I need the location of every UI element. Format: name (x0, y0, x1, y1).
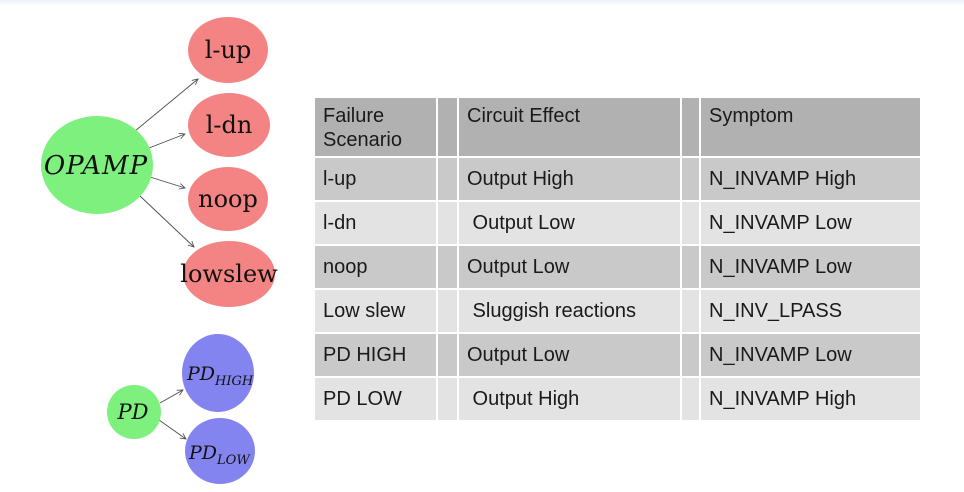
pd-node-label: PD (117, 400, 149, 424)
arrow-pd-to-pd-high (159, 389, 184, 404)
tree-node-opamp: OPAMP (41, 116, 153, 214)
failure-table: Failure Scenario Circuit Effect Symptom … (313, 96, 922, 422)
table-header-row: Failure Scenario Circuit Effect Symptom (315, 98, 920, 156)
tree-node-l-up: l-up (188, 17, 268, 83)
l-dn-node-label: l-dn (206, 111, 253, 139)
cell-scenario: PD LOW (315, 378, 436, 420)
noop-node-label: noop (198, 185, 258, 213)
top-gradient-strip (0, 0, 964, 6)
pd-high-node-ellipse (182, 334, 254, 412)
pd-high-node-label: PDHIGH (186, 363, 254, 389)
cell-symptom: N_INVAMP Low (701, 246, 920, 288)
table-row: Low slew Sluggish reactions N_INV_LPASS (315, 290, 920, 332)
cell-symptom: N_INVAMP High (701, 158, 920, 200)
arrow-pd-to-pd-low (158, 419, 187, 440)
table-row: PD LOW Output High N_INVAMP High (315, 378, 920, 420)
l-dn-node-ellipse (188, 93, 270, 157)
spacer-cell (438, 202, 457, 244)
lowslew-node-ellipse (183, 241, 275, 307)
cell-symptom: N_INVAMP High (701, 378, 920, 420)
tree-node-noop: noop (188, 167, 268, 231)
pd-low-label-base: PD (188, 442, 217, 464)
tree-node-pd-low: PDLOW (185, 418, 255, 484)
cell-scenario: Low slew (315, 290, 436, 332)
fault-tree-diagram: OPAMP l-up l-dn noop lowslew (41, 17, 278, 484)
cell-effect: Sluggish reactions (459, 290, 680, 332)
spacer-cell (682, 334, 699, 376)
pd-high-label-subscript: HIGH (214, 374, 254, 389)
cell-symptom: N_INV_LPASS (701, 290, 920, 332)
spacer-cell (682, 98, 699, 156)
header-circuit-effect: Circuit Effect (459, 98, 680, 156)
header-symptom: Symptom (701, 98, 920, 156)
l-up-node-ellipse (188, 17, 268, 83)
cell-effect: Output High (459, 378, 680, 420)
arrow-opamp-to-noop (149, 176, 186, 190)
spacer-cell (682, 290, 699, 332)
tree-node-pd: PD (107, 385, 161, 439)
table-row: l-up Output High N_INVAMP High (315, 158, 920, 200)
spacer-cell (438, 378, 457, 420)
opamp-node-ellipse (41, 116, 153, 214)
cell-effect: Output Low (459, 246, 680, 288)
spacer-cell (438, 246, 457, 288)
tree-node-l-dn: l-dn (188, 93, 270, 157)
spacer-cell (438, 98, 457, 156)
noop-node-ellipse (188, 167, 268, 231)
l-up-node-label: l-up (205, 36, 252, 64)
cell-symptom: N_INVAMP Low (701, 334, 920, 376)
arrow-opamp-to-l-up (134, 78, 199, 132)
tree-node-pd-high: PDHIGH (182, 334, 254, 412)
lowslew-node-label: lowslew (180, 260, 278, 288)
cell-effect: Output Low (459, 202, 680, 244)
spacer-cell (682, 378, 699, 420)
header-failure-scenario: Failure Scenario (315, 98, 436, 156)
spacer-cell (438, 334, 457, 376)
pd-tree: PD PDHIGH PDLOW (107, 334, 255, 484)
pd-low-node-label: PDLOW (188, 442, 251, 468)
table-row: l-dn Output Low N_INVAMP Low (315, 202, 920, 244)
opamp-node-label: OPAMP (44, 151, 148, 181)
pd-node-circle (107, 385, 161, 439)
table-row: noop Output Low N_INVAMP Low (315, 246, 920, 288)
pd-high-label-base: PD (186, 363, 215, 385)
pd-low-label-subscript: LOW (216, 453, 251, 468)
arrow-opamp-to-lowslew (139, 195, 195, 248)
cell-scenario: l-dn (315, 202, 436, 244)
spacer-cell (682, 202, 699, 244)
arrow-opamp-to-l-dn (148, 133, 186, 149)
cell-symptom: N_INVAMP Low (701, 202, 920, 244)
cell-effect: Output Low (459, 334, 680, 376)
pd-low-node-ellipse (185, 418, 255, 484)
spacer-cell (682, 158, 699, 200)
opamp-tree: OPAMP l-up l-dn noop lowslew (41, 17, 278, 307)
tree-node-lowslew: lowslew (180, 241, 278, 307)
spacer-cell (438, 158, 457, 200)
cell-scenario: noop (315, 246, 436, 288)
cell-scenario: l-up (315, 158, 436, 200)
table-row: PD HIGH Output Low N_INVAMP Low (315, 334, 920, 376)
cell-effect: Output High (459, 158, 680, 200)
cell-scenario: PD HIGH (315, 334, 436, 376)
spacer-cell (682, 246, 699, 288)
spacer-cell (438, 290, 457, 332)
